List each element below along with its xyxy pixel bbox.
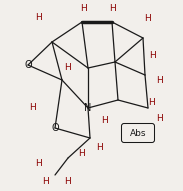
Text: H: H <box>81 3 87 12</box>
Text: H: H <box>42 177 48 186</box>
Text: H: H <box>110 3 116 12</box>
Text: O: O <box>24 60 32 70</box>
Text: Abs: Abs <box>130 129 146 138</box>
Text: N: N <box>84 103 92 113</box>
Text: O: O <box>51 123 59 133</box>
Text: H: H <box>150 50 156 60</box>
Text: H: H <box>79 148 85 158</box>
Text: H: H <box>149 97 155 107</box>
Text: H: H <box>35 159 41 168</box>
Text: H: H <box>29 103 35 112</box>
Text: H: H <box>65 62 71 71</box>
Text: H: H <box>157 113 163 122</box>
Text: H: H <box>145 14 151 23</box>
FancyBboxPatch shape <box>122 124 154 142</box>
Text: H: H <box>97 143 103 152</box>
Text: H: H <box>102 116 108 125</box>
Text: H: H <box>157 75 163 84</box>
Text: H: H <box>65 177 71 186</box>
Text: H: H <box>35 12 41 22</box>
